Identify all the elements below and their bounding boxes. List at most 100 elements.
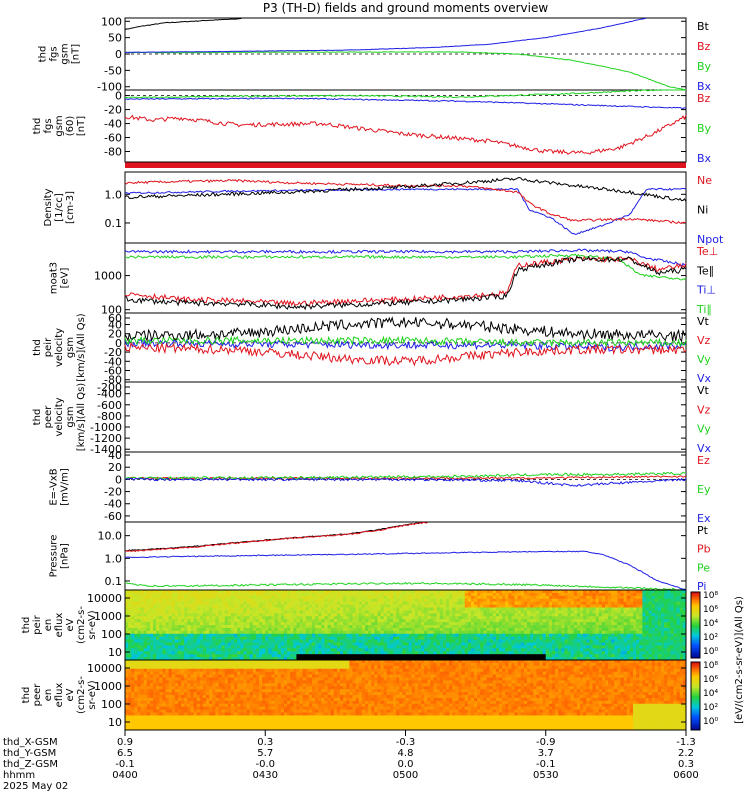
spectrogram-cell <box>128 622 132 626</box>
y-tick-label: 1.0 <box>105 188 123 201</box>
spectrogram-cell <box>308 657 313 661</box>
series-Te∥ <box>124 255 687 311</box>
spectrogram-cell <box>430 610 434 614</box>
spectrogram-cell <box>567 601 572 605</box>
spectrogram-cell <box>439 651 444 655</box>
spectrogram-cell <box>396 590 400 594</box>
spectrogram-cell <box>246 648 251 652</box>
spectrogram-cell <box>181 619 185 623</box>
spectrogram-cell <box>405 601 410 605</box>
spectrogram-cell <box>315 610 319 614</box>
spectrogram-cell <box>171 709 176 713</box>
spectrogram-cell <box>601 630 606 635</box>
spectrogram-cell <box>131 721 135 725</box>
spectrogram-cell <box>567 595 572 600</box>
spectrogram-cell <box>514 616 519 620</box>
spectrogram-cell <box>377 651 381 655</box>
spectrogram-cell <box>604 604 609 608</box>
spectrogram-cell <box>149 706 154 710</box>
spectrogram-cell <box>125 654 129 658</box>
spectrogram-cell <box>623 648 628 652</box>
spectrogram-cell <box>617 630 621 635</box>
spectrogram-cell <box>489 598 494 603</box>
spectrogram-cell <box>483 627 487 632</box>
spectrogram-cell <box>576 657 581 661</box>
spectrogram-cell <box>246 619 251 623</box>
spectrogram-cell <box>358 648 363 652</box>
spectrogram-cell <box>474 636 478 640</box>
spectrogram-cell <box>499 604 503 608</box>
spectrogram-cell <box>564 595 568 600</box>
spectrogram-cell <box>614 639 618 643</box>
spectrogram-cell <box>446 604 450 608</box>
spectrogram-cell <box>586 639 590 643</box>
spectrogram-cell <box>146 648 151 652</box>
spectrogram-cell <box>181 610 185 614</box>
spectrogram-cell <box>533 657 537 661</box>
spectrogram-cell <box>177 715 182 719</box>
spectrogram-cell <box>274 590 279 594</box>
spectrogram-cell <box>199 592 204 597</box>
spectrogram-cell <box>408 619 413 623</box>
spectrogram-cell <box>361 622 366 626</box>
spectrogram-cell <box>595 613 600 617</box>
spectrogram-cell <box>657 613 662 617</box>
spectrogram-cell <box>580 630 584 635</box>
spectrogram-cell <box>533 648 537 652</box>
spectrogram-cell <box>598 657 603 661</box>
spectrogram-cell <box>442 598 447 603</box>
spectrogram-cell <box>470 590 475 594</box>
spectrogram-cell <box>414 636 419 640</box>
spectrogram-cell <box>302 654 307 658</box>
spectrogram-cell <box>486 590 491 594</box>
spectrogram-cell <box>377 625 381 629</box>
spectrogram-cell <box>196 610 201 614</box>
spectrogram-cell <box>623 598 628 603</box>
spectrogram-cell <box>629 601 634 605</box>
spectrogram-cell <box>536 645 540 649</box>
spectrogram-cell <box>265 645 269 649</box>
spectrogram-cell <box>380 616 385 620</box>
spectrogram-cell <box>492 592 497 597</box>
spectrogram-cell <box>159 654 163 658</box>
spectrogram-cell <box>433 630 438 635</box>
spectrogram-cell <box>146 613 151 617</box>
spectrogram-cell <box>499 619 503 623</box>
panel-frame <box>124 381 687 453</box>
spectrogram-cell <box>514 654 519 658</box>
spectrogram-cell <box>383 604 388 608</box>
spectrogram-cell <box>128 671 132 675</box>
spectrogram-cell <box>262 625 266 629</box>
spectrogram-cell <box>125 700 129 705</box>
spectrogram-cell <box>134 724 138 728</box>
spectrogram-cell <box>171 607 176 611</box>
spectrogram-cell <box>430 592 434 597</box>
spectrogram-cell <box>346 625 350 629</box>
spectrogram-cell <box>318 604 322 608</box>
spectrogram-cell <box>171 604 176 608</box>
spectrogram-cell <box>330 636 335 640</box>
spectrogram-cell <box>159 692 163 696</box>
spectrogram-cell <box>676 648 681 652</box>
spectrogram-cell <box>639 610 643 614</box>
spectrogram-cell <box>386 627 391 632</box>
spectrogram-cell <box>177 677 182 681</box>
spectrogram-cell <box>670 627 674 632</box>
spectrogram-cell <box>125 662 129 667</box>
spectrogram-cell <box>520 613 525 617</box>
spectrogram-cell <box>561 592 565 597</box>
spectrogram-cell <box>455 639 459 643</box>
spectrogram-cell <box>171 616 176 620</box>
spectrogram-cell <box>527 598 531 603</box>
spectrogram-cell <box>371 625 375 629</box>
spectrogram-cell <box>533 622 537 626</box>
spectrogram-cell <box>159 695 163 699</box>
spectrogram-cell <box>302 622 307 626</box>
spectrogram-cell <box>265 610 269 614</box>
spectrogram-cell <box>131 619 135 623</box>
spectrogram-cell <box>299 630 304 635</box>
spectrogram-cell <box>477 622 481 626</box>
spectrogram-cell <box>255 627 260 632</box>
spectrogram-cell <box>499 616 503 620</box>
spectrogram-cell <box>283 645 288 649</box>
